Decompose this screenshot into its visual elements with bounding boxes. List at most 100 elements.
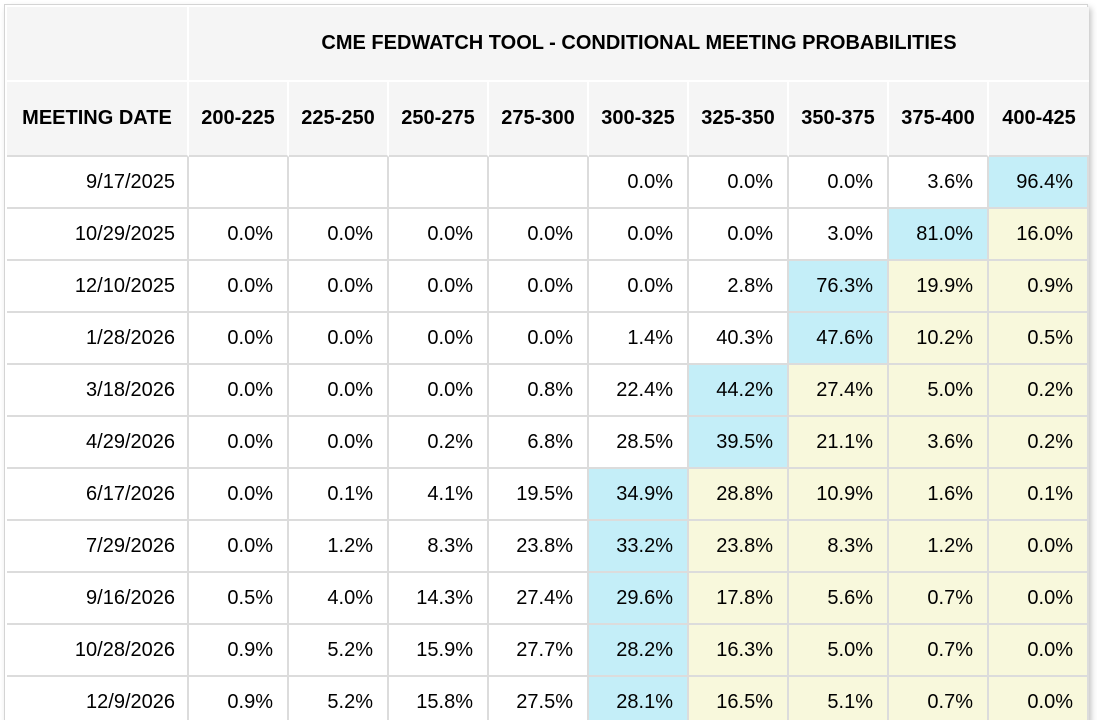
rate-range-column-header: 375-400 <box>889 82 989 157</box>
probability-cell: 0.9% <box>989 261 1090 313</box>
probability-cell: 0.0% <box>189 313 289 365</box>
probability-cell: 0.0% <box>289 365 389 417</box>
probability-cell: 0.5% <box>189 573 289 625</box>
probability-cell: 8.3% <box>389 521 489 573</box>
probability-cell: 0.0% <box>989 677 1090 720</box>
probability-cell: 10.9% <box>789 469 889 521</box>
table-row: 7/29/2026 0.0% 1.2% 8.3% 23.8% 33.2% 23.8% 8.3%… <box>7 521 1090 573</box>
meeting-date-cell: 1/28/2026 <box>7 313 189 365</box>
probability-cell: 27.4% <box>489 573 589 625</box>
probability-cell: 0.0% <box>689 209 789 261</box>
probability-cell: 16.3% <box>689 625 789 677</box>
conditional-probabilities-table: CME FEDWATCH TOOL - CONDITIONAL MEETING … <box>7 7 1090 720</box>
meeting-date-cell: 12/10/2025 <box>7 261 189 313</box>
rate-range-column-header: 350-375 <box>789 82 889 157</box>
probability-cell: 27.5% <box>489 677 589 720</box>
rate-range-column-header: 200-225 <box>189 82 289 157</box>
probability-cell: 29.6% <box>589 573 689 625</box>
probability-cell: 47.6% <box>789 313 889 365</box>
probability-cell <box>289 157 389 209</box>
probability-cell: 28.1% <box>589 677 689 720</box>
probability-cell: 0.0% <box>489 209 589 261</box>
probability-cell: 5.1% <box>789 677 889 720</box>
meeting-date-cell: 4/29/2026 <box>7 417 189 469</box>
probability-cell: 1.2% <box>889 521 989 573</box>
table-row: 3/18/2026 0.0% 0.0% 0.0% 0.8% 22.4% 44.2% 27.4%… <box>7 365 1090 417</box>
probability-cell: 23.8% <box>489 521 589 573</box>
probability-cell: 0.0% <box>389 261 489 313</box>
probability-cell: 0.9% <box>189 625 289 677</box>
probability-cell: 8.3% <box>789 521 889 573</box>
probability-cell: 19.5% <box>489 469 589 521</box>
probability-cell: 39.5% <box>689 417 789 469</box>
probability-cell: 0.9% <box>189 677 289 720</box>
probability-cell: 1.6% <box>889 469 989 521</box>
probability-cell: 0.0% <box>389 365 489 417</box>
probability-cell: 0.0% <box>989 573 1090 625</box>
probability-cell: 15.8% <box>389 677 489 720</box>
probability-cell: 1.4% <box>589 313 689 365</box>
probability-cell: 0.0% <box>389 209 489 261</box>
probability-cell: 27.7% <box>489 625 589 677</box>
probability-cell: 0.0% <box>289 209 389 261</box>
meeting-date-column-header: MEETING DATE <box>7 82 189 157</box>
meeting-date-cell: 10/28/2026 <box>7 625 189 677</box>
probability-cell: 5.2% <box>289 677 389 720</box>
meeting-date-cell: 7/29/2026 <box>7 521 189 573</box>
probability-cell: 0.0% <box>189 261 289 313</box>
rate-range-column-header: 325-350 <box>689 82 789 157</box>
table-row: 10/28/2026 0.9% 5.2% 15.9% 27.7% 28.2% 16.3% 5.… <box>7 625 1090 677</box>
probability-cell: 0.0% <box>189 209 289 261</box>
probability-cell <box>189 157 289 209</box>
probability-cell: 22.4% <box>589 365 689 417</box>
probability-cell: 28.5% <box>589 417 689 469</box>
probability-cell: 0.0% <box>589 209 689 261</box>
probability-cell: 40.3% <box>689 313 789 365</box>
probability-cell: 0.0% <box>189 469 289 521</box>
probability-cell: 0.0% <box>189 521 289 573</box>
rate-range-column-header: 225-250 <box>289 82 389 157</box>
probability-cell: 5.2% <box>289 625 389 677</box>
probability-cell: 5.0% <box>789 625 889 677</box>
probability-cell: 4.0% <box>289 573 389 625</box>
probability-cell: 0.0% <box>989 625 1090 677</box>
corner-cell <box>7 7 189 82</box>
probability-cell: 0.7% <box>889 573 989 625</box>
probability-cell: 0.0% <box>289 261 389 313</box>
probability-cell: 33.2% <box>589 521 689 573</box>
probability-cell: 2.8% <box>689 261 789 313</box>
probability-cell: 0.2% <box>989 365 1090 417</box>
probability-cell: 0.1% <box>989 469 1090 521</box>
probability-cell: 0.7% <box>889 625 989 677</box>
probability-cell: 10.2% <box>889 313 989 365</box>
rate-range-column-header: 250-275 <box>389 82 489 157</box>
probability-cell: 3.6% <box>889 417 989 469</box>
table-row: 12/10/2025 0.0% 0.0% 0.0% 0.0% 0.0% 2.8% 76.3% 1… <box>7 261 1090 313</box>
probability-cell: 27.4% <box>789 365 889 417</box>
probability-cell: 5.0% <box>889 365 989 417</box>
probability-cell: 0.0% <box>189 417 289 469</box>
probability-cell: 34.9% <box>589 469 689 521</box>
probability-cell: 0.0% <box>189 365 289 417</box>
probability-cell: 81.0% <box>889 209 989 261</box>
probability-cell: 19.9% <box>889 261 989 313</box>
probability-cell: 0.0% <box>789 157 889 209</box>
table-row: 1/28/2026 0.0% 0.0% 0.0% 0.0% 1.4% 40.3% 47.6% 1… <box>7 313 1090 365</box>
probability-cell: 0.0% <box>389 313 489 365</box>
probability-cell: 44.2% <box>689 365 789 417</box>
probability-cell: 0.0% <box>589 157 689 209</box>
table-row: 10/29/2025 0.0% 0.0% 0.0% 0.0% 0.0% 0.0% 3.0% 81… <box>7 209 1090 261</box>
probability-cell: 5.6% <box>789 573 889 625</box>
probability-cell: 16.5% <box>689 677 789 720</box>
rate-range-column-header: 275-300 <box>489 82 589 157</box>
probability-cell: 0.2% <box>389 417 489 469</box>
table-row: 6/17/2026 0.0% 0.1% 4.1% 19.5% 34.9% 28.8% 10.9… <box>7 469 1090 521</box>
table-row: 9/17/2025 0.0% 0.0% 0.0% 3.6% 96.4% <box>7 157 1090 209</box>
probability-cell: 96.4% <box>989 157 1090 209</box>
meeting-date-cell: 10/29/2025 <box>7 209 189 261</box>
probability-cell: 17.8% <box>689 573 789 625</box>
probability-cell: 3.6% <box>889 157 989 209</box>
probability-cell: 14.3% <box>389 573 489 625</box>
rate-range-column-header: 300-325 <box>589 82 689 157</box>
